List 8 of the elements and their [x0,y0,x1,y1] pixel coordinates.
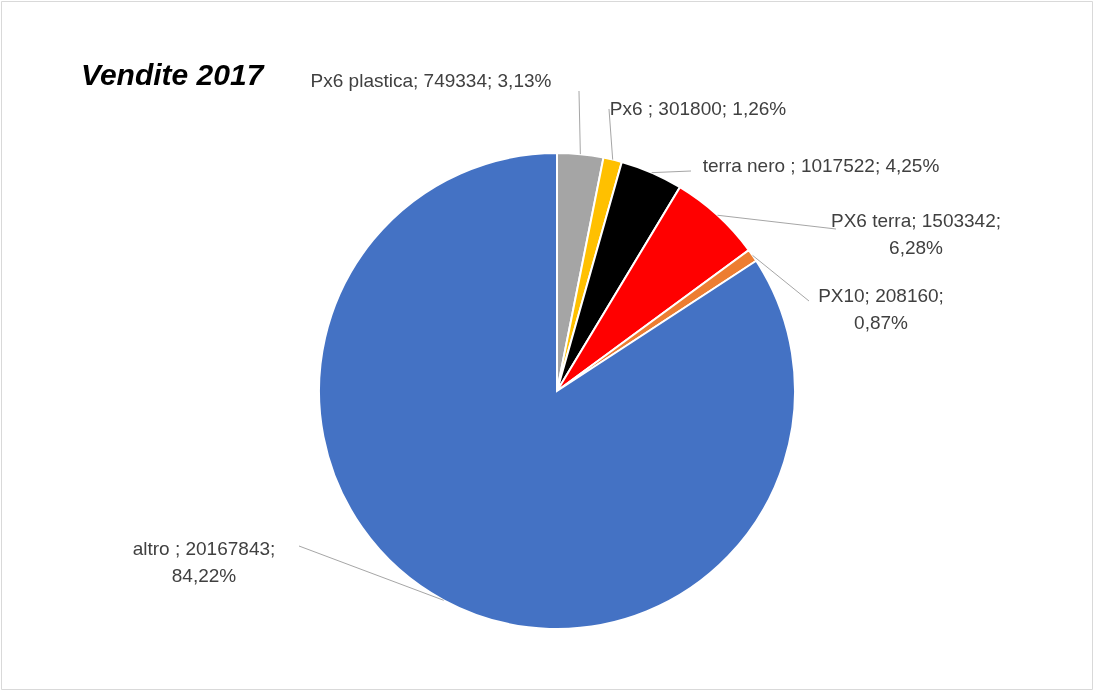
chart-title: Vendite 2017 [81,58,265,91]
slice-label: PX6 terra; 1503342; 6,28% [830,210,1002,258]
slice-label: altro ; 20167843; 84,22% [132,538,276,586]
slice-label: terra nero ; 1017522; 4,25% [702,155,940,176]
slice-label: Px6 ; 301800; 1,26% [609,98,787,119]
slice-label: Px6 plastica; 749334; 3,13% [310,70,552,91]
pie-slice [318,152,796,630]
slice-label: PX10; 208160; 0,87% [818,285,944,333]
